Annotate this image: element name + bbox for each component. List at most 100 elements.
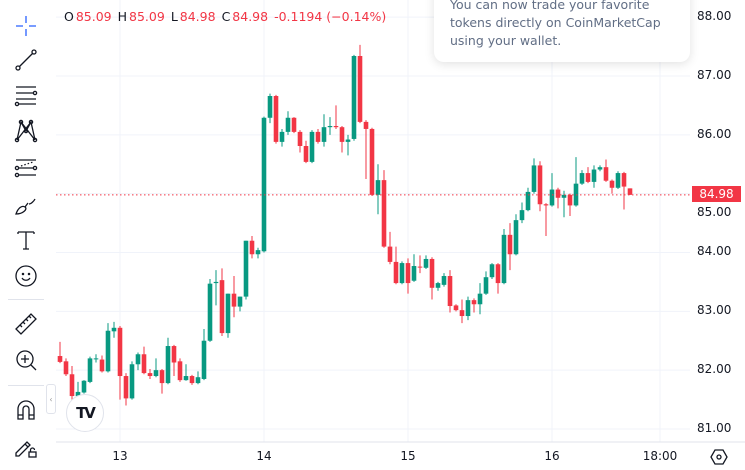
- text-tool[interactable]: [8, 225, 44, 255]
- candle-body: [627, 188, 633, 195]
- candle-body: [75, 391, 81, 397]
- candle-body: [99, 359, 105, 372]
- candle-body: [225, 293, 231, 334]
- brush-tool[interactable]: [8, 190, 44, 220]
- candle-body: [363, 121, 369, 129]
- candle-body: [531, 165, 537, 192]
- candle-body: [441, 276, 447, 285]
- close-label: C: [221, 9, 231, 24]
- fibonacci-icon: [14, 159, 38, 178]
- candle-body: [549, 189, 555, 206]
- toolbar-divider: [8, 299, 44, 300]
- price-tick: 82.00: [697, 362, 732, 377]
- candle-body: [447, 276, 453, 307]
- candle-body: [327, 126, 333, 128]
- candle-body: [507, 234, 513, 255]
- candle-body: [555, 189, 561, 198]
- open-label: O: [64, 9, 74, 24]
- candle-body: [63, 361, 69, 375]
- pattern-icon: [14, 119, 38, 143]
- candle-body: [285, 117, 291, 132]
- settings-icon[interactable]: [710, 448, 728, 466]
- chevron-left-icon: ‹: [49, 394, 53, 404]
- candle-body: [159, 370, 165, 384]
- candle-body: [339, 127, 345, 142]
- candle-body: [243, 240, 249, 297]
- zoom-in-tool[interactable]: [8, 345, 44, 375]
- toolbar-divider: [8, 385, 44, 386]
- collapse-toolbar-button[interactable]: ‹: [46, 384, 56, 414]
- candle-body: [141, 354, 147, 374]
- candle-body: [117, 327, 123, 377]
- candle-body: [279, 131, 285, 142]
- close-value: 84.98: [232, 9, 269, 24]
- candle-body: [189, 376, 195, 384]
- open-value: 85.09: [75, 9, 112, 24]
- candle-body: [207, 283, 213, 341]
- high-value: 85.09: [129, 9, 165, 24]
- candle-body: [483, 277, 489, 294]
- ohlc-legend: O 85.09 H 85.09 L 84.98 C 84.98 -0.1194 (−0.…: [64, 9, 388, 24]
- candle-body: [177, 361, 183, 381]
- ruler-tool[interactable]: [8, 309, 44, 339]
- low-value: 84.98: [179, 9, 216, 24]
- magnet-tool[interactable]: [8, 395, 44, 425]
- candle-body: [309, 131, 315, 162]
- emoji-tool[interactable]: [8, 261, 44, 291]
- trend-line-icon: [15, 49, 37, 71]
- candle-body: [525, 191, 531, 211]
- fibonacci-tool[interactable]: [8, 153, 44, 183]
- price-tick: 83.00: [697, 303, 732, 318]
- price-tick: 84.00: [697, 244, 732, 259]
- lock-drawings-tool[interactable]: [8, 431, 44, 461]
- candle-body: [273, 96, 279, 142]
- drawing-toolbar: [0, 0, 50, 470]
- candle-body: [423, 258, 429, 268]
- time-tick: 13: [112, 449, 128, 463]
- trade-tokens-popup[interactable]: You can now trade your favorite tokens d…: [434, 0, 690, 62]
- candle-body: [369, 128, 375, 195]
- brush-icon: [15, 198, 36, 215]
- time-tick: 16: [544, 449, 560, 463]
- candle-body: [501, 234, 507, 284]
- price-tick: 81.00: [697, 420, 732, 435]
- candle-body: [219, 280, 225, 334]
- candle-body: [357, 55, 363, 122]
- candle-body: [171, 346, 177, 363]
- candle-body: [543, 204, 549, 206]
- candle-body: [69, 374, 75, 397]
- crosshair-tool[interactable]: [8, 11, 44, 41]
- tradingview-logo[interactable]: TV: [66, 394, 104, 432]
- magnet-icon: [17, 400, 35, 420]
- candle-body: [351, 55, 357, 139]
- candle-body: [603, 167, 609, 181]
- candle-body: [255, 250, 261, 255]
- candle-body: [429, 258, 435, 288]
- candle-body: [453, 305, 459, 311]
- candle-body: [513, 220, 519, 255]
- time-tick: 15: [400, 449, 416, 463]
- candle-body: [345, 139, 351, 142]
- candle-body: [81, 380, 87, 393]
- candle-body: [585, 173, 591, 182]
- candle-body: [375, 180, 381, 195]
- candle-body: [615, 173, 621, 188]
- candle-body: [381, 180, 387, 247]
- candle-body: [459, 310, 465, 317]
- candle-body: [129, 364, 135, 399]
- price-tick: 86.00: [697, 126, 732, 141]
- candle-body: [291, 117, 297, 132]
- horizontal-lines-tool[interactable]: [8, 80, 44, 110]
- price-tick: 88.00: [697, 9, 732, 24]
- candle-body: [387, 246, 393, 262]
- pattern-tool[interactable]: [8, 116, 44, 146]
- candle-body: [405, 263, 411, 284]
- trend-line-tool[interactable]: [8, 45, 44, 75]
- candle-body: [537, 165, 543, 205]
- time-tick: 18:00: [642, 449, 678, 463]
- candle-body: [465, 300, 471, 317]
- candle-body: [105, 330, 111, 372]
- candle-body: [201, 340, 207, 379]
- candle-body: [267, 96, 273, 118]
